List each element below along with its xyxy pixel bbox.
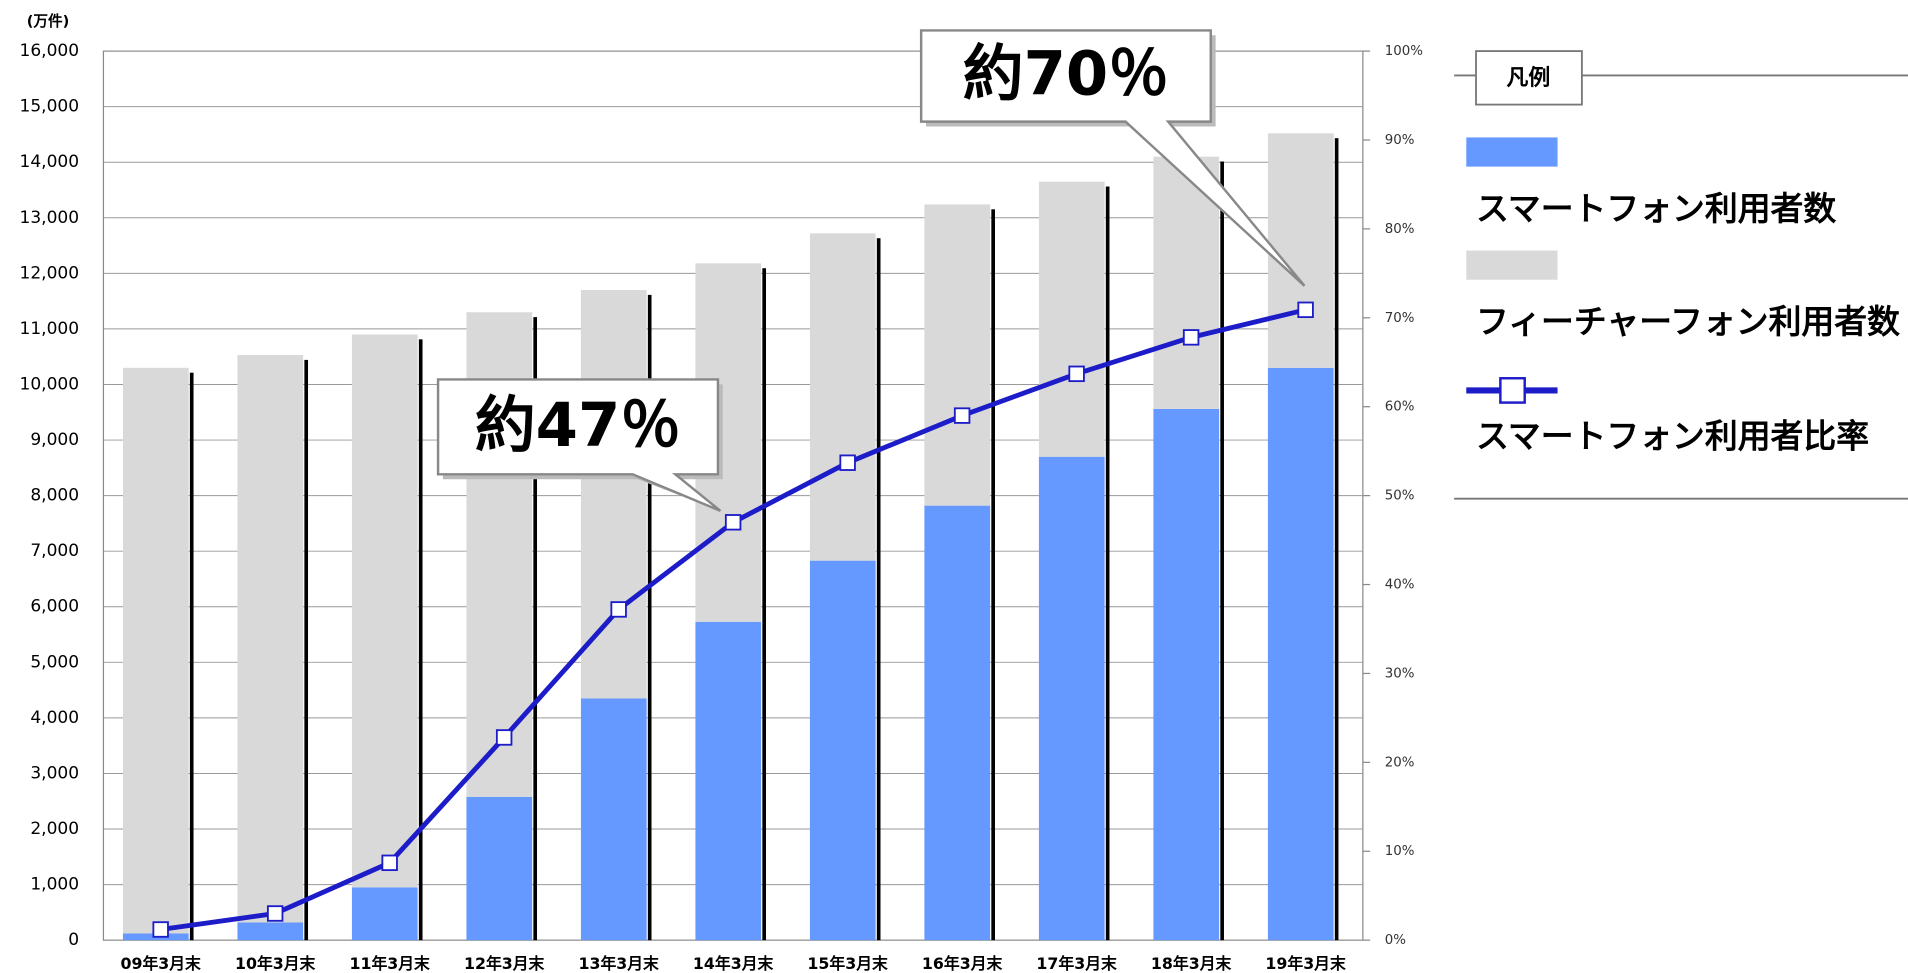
legend-label: フィーチャーフォン利用者数 [1476,303,1900,341]
marker [495,729,513,746]
marker [1068,365,1085,383]
x-tick-label: 10年3月末 [235,954,316,973]
bar-shadow [647,294,652,941]
x-tick-label: 12年3月末 [464,954,545,973]
marker [724,514,742,531]
bar [466,796,533,941]
marker [381,854,398,872]
bar [351,334,418,888]
bar [237,355,304,923]
marker [266,905,284,922]
legend-title: 凡例 [1506,66,1550,91]
bar [580,698,647,941]
x-tick-label: 15年3月末 [807,954,888,973]
legend-title-box [1475,50,1583,106]
y-tick-label: 10,000 [20,374,80,394]
bar-shadow [876,238,881,941]
marker [839,454,856,471]
bar [237,922,304,941]
bar [1038,456,1105,941]
x-tick-label: 18年3月末 [1151,954,1232,973]
legend-label: スマートフォン利用者数 [1476,190,1836,228]
bar [122,367,189,934]
y-tick-label: 8,000 [30,486,79,506]
legend-swatch [1466,250,1558,280]
y-tick-label: 2,000 [30,819,79,839]
y-tick-label: 14,000 [20,152,80,172]
bar-shadow [991,209,995,941]
y2-tick-label: 90% [1385,133,1415,148]
bar [924,204,991,506]
bar-shadow [1220,161,1224,941]
y2-tick-label: 100% [1385,44,1423,59]
marker [152,921,169,938]
bar [1038,181,1105,457]
y-tick-label: 15,000 [20,97,80,117]
y-tick-label: 16,000 [20,41,80,61]
x-tick-label: 17年3月末 [1036,954,1117,973]
y-tick-label: 13,000 [20,208,80,228]
bar [695,621,762,941]
annotation: 約70％ [963,39,1169,109]
marker [953,407,971,424]
bar-shadow [762,268,766,941]
y2-tick-label: 50% [1385,489,1415,504]
bar [1267,133,1334,368]
bar-shadow [189,372,194,941]
bar [1153,408,1220,941]
legend-swatch [1466,137,1558,167]
x-tick-label: 14年3月末 [693,954,774,973]
y-tick-label: 7,000 [30,541,79,561]
callout [919,29,1306,287]
y-tick-label: 0 [68,930,79,950]
y2-tick-label: 0% [1385,933,1406,948]
bar-shadow [1334,138,1339,941]
x-tick-label: 11年3月末 [349,954,430,973]
y2-tick-label: 80% [1385,222,1415,237]
y-tick-label: 3,000 [30,763,79,783]
y-tick-label: 12,000 [20,263,80,283]
legend-label: スマートフォン利用者比率 [1476,417,1869,455]
y2-tick-label: 60% [1385,400,1415,415]
y-tick-label: 9,000 [30,430,79,450]
bar [809,233,876,561]
marker [610,601,627,618]
y-tick-label: 1,000 [30,875,79,895]
bar [580,290,647,699]
y2-tick-label: 40% [1385,578,1415,593]
bar [351,887,418,941]
y2-tick-label: 70% [1385,311,1415,326]
bar-shadow [304,359,309,941]
annotation: 約47％ [475,391,681,461]
legend-swatch [1499,377,1526,404]
bar-shadow [418,339,423,941]
y-tick-label: 4,000 [30,708,79,728]
x-tick-label: 13年3月末 [578,954,659,973]
y-unit-label: (万件) [27,12,69,30]
y-tick-label: 6,000 [30,597,79,617]
bar-shadow [533,317,538,941]
x-tick-label: 09年3月末 [120,954,201,973]
marker [1297,301,1314,319]
bar [809,560,876,941]
y-tick-label: 11,000 [20,319,80,339]
marker [1182,329,1200,346]
y2-tick-label: 10% [1385,844,1415,859]
bar [1267,367,1334,941]
y2-tick-label: 30% [1385,666,1415,681]
y-tick-label: 5,000 [30,652,79,672]
y2-tick-label: 20% [1385,755,1415,770]
bar [924,505,991,941]
x-tick-label: 16年3月末 [922,954,1003,973]
bar-shadow [1105,186,1110,941]
x-tick-label: 19年3月末 [1265,954,1346,973]
callout [436,378,722,512]
